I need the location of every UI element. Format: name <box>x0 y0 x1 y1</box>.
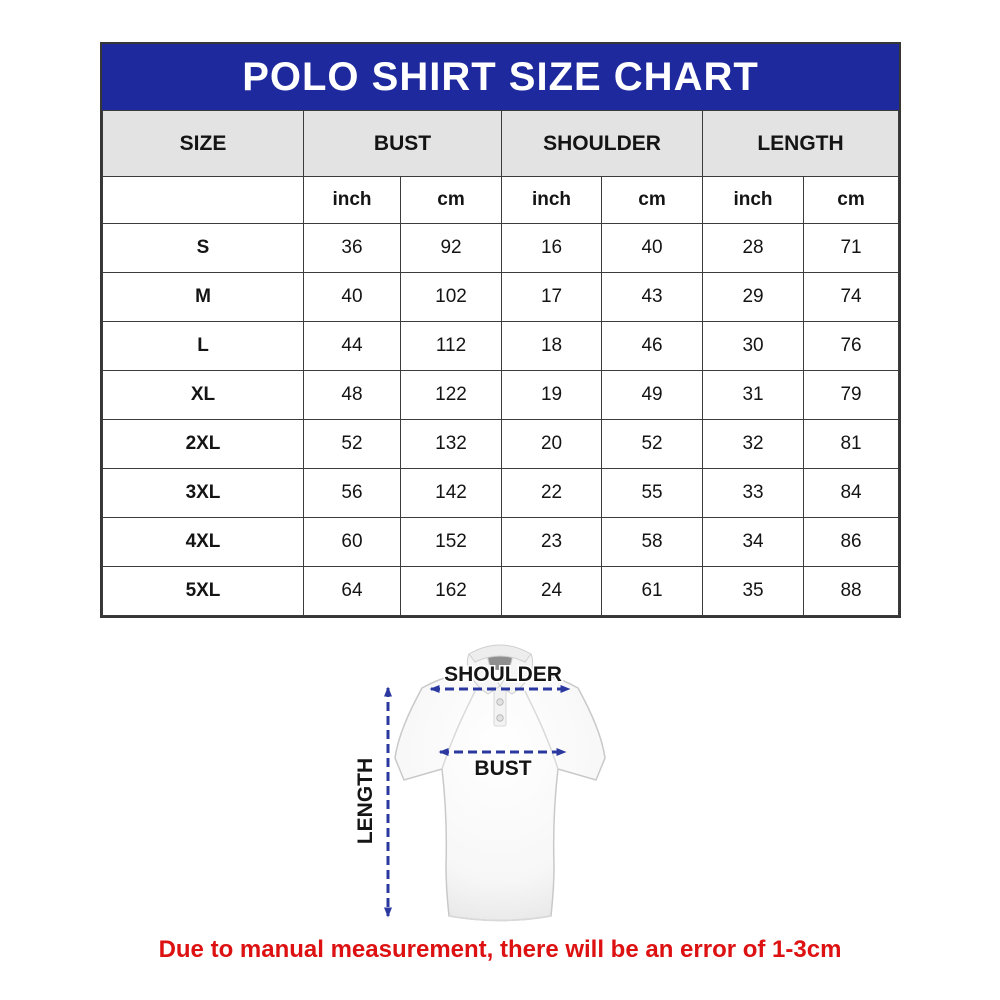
measurement-diagram: SHOULDER BUST LENGTH <box>355 644 606 922</box>
size-label: 2XL <box>102 419 304 469</box>
bust-inch-cell: 52 <box>303 419 401 469</box>
size-label: L <box>102 321 304 371</box>
measurement-arrows <box>384 685 571 918</box>
bust-cm-cell: 142 <box>399 468 503 518</box>
length-inch-cell: 33 <box>702 468 805 518</box>
table-row: 5XL 64 162 24 61 35 88 <box>102 566 899 616</box>
unit-header: cm <box>399 176 503 224</box>
size-label: S <box>102 223 304 273</box>
col-header-shoulder: SHOULDER <box>501 110 704 177</box>
table-row: S 36 92 16 40 28 71 <box>102 223 899 273</box>
length-label: LENGTH <box>355 758 377 844</box>
table-row: 2XL 52 132 20 52 32 81 <box>102 419 899 469</box>
size-label: M <box>102 272 304 322</box>
size-label: 3XL <box>102 468 304 518</box>
unit-header: inch <box>702 176 805 224</box>
shoulder-cm-cell: 46 <box>601 321 704 371</box>
length-inch-cell: 28 <box>702 223 805 273</box>
shoulder-inch-cell: 16 <box>501 223 603 273</box>
table-row: XL 48 122 19 49 31 79 <box>102 370 899 420</box>
shoulder-inch-cell: 22 <box>501 468 603 518</box>
bust-inch-cell: 56 <box>303 468 401 518</box>
table-row: 4XL 60 152 23 58 34 86 <box>102 517 899 567</box>
bust-inch-cell: 40 <box>303 272 401 322</box>
shoulder-cm-cell: 49 <box>601 370 704 420</box>
bust-inch-cell: 36 <box>303 223 401 273</box>
measurements-table: SIZE BUST SHOULDER LENGTH inch cm inch c… <box>102 110 899 616</box>
shoulder-label: SHOULDER <box>444 663 562 686</box>
size-label: XL <box>102 370 304 420</box>
length-cm-cell: 74 <box>803 272 899 322</box>
size-label: 4XL <box>102 517 304 567</box>
size-label: 5XL <box>102 566 304 616</box>
length-cm-cell: 88 <box>803 566 899 616</box>
col-header-size: SIZE <box>102 110 304 177</box>
chart-title-bar: POLO SHIRT SIZE CHART <box>102 44 899 110</box>
length-inch-cell: 31 <box>702 370 805 420</box>
table-row: L 44 112 18 46 30 76 <box>102 321 899 371</box>
unit-header: inch <box>501 176 603 224</box>
bust-label: BUST <box>474 757 531 780</box>
table-row: M 40 102 17 43 29 74 <box>102 272 899 322</box>
length-inch-cell: 34 <box>702 517 805 567</box>
length-cm-cell: 81 <box>803 419 899 469</box>
polo-shirt-illustration <box>394 644 606 922</box>
shoulder-cm-cell: 40 <box>601 223 704 273</box>
length-cm-cell: 76 <box>803 321 899 371</box>
unit-header-empty <box>102 176 304 224</box>
shoulder-inch-cell: 19 <box>501 370 603 420</box>
shoulder-inch-cell: 24 <box>501 566 603 616</box>
shoulder-inch-cell: 17 <box>501 272 603 322</box>
size-chart-table: POLO SHIRT SIZE CHART SIZE BUST SHOULDER… <box>100 42 901 618</box>
shoulder-cm-cell: 61 <box>601 566 704 616</box>
length-inch-cell: 29 <box>702 272 805 322</box>
length-cm-cell: 79 <box>803 370 899 420</box>
bust-cm-cell: 102 <box>399 272 503 322</box>
category-header-row: SIZE BUST SHOULDER LENGTH <box>102 110 899 177</box>
bust-inch-cell: 64 <box>303 566 401 616</box>
bust-cm-cell: 92 <box>399 223 503 273</box>
bust-cm-cell: 152 <box>399 517 503 567</box>
bust-cm-cell: 112 <box>399 321 503 371</box>
bust-cm-cell: 162 <box>399 566 503 616</box>
unit-header: cm <box>601 176 704 224</box>
unit-header-row: inch cm inch cm inch cm <box>102 176 899 224</box>
col-header-bust: BUST <box>302 110 503 177</box>
bust-inch-cell: 48 <box>303 370 401 420</box>
length-inch-cell: 32 <box>702 419 805 469</box>
length-inch-cell: 30 <box>702 321 805 371</box>
shoulder-cm-cell: 58 <box>601 517 704 567</box>
shoulder-cm-cell: 55 <box>601 468 704 518</box>
bust-cm-cell: 132 <box>399 419 503 469</box>
bust-inch-cell: 60 <box>303 517 401 567</box>
table-row: 3XL 56 142 22 55 33 84 <box>102 468 899 518</box>
bust-cm-cell: 122 <box>399 370 503 420</box>
unit-header: inch <box>303 176 401 224</box>
length-cm-cell: 86 <box>803 517 899 567</box>
length-cm-cell: 71 <box>803 223 899 273</box>
length-inch-cell: 35 <box>702 566 805 616</box>
bust-inch-cell: 44 <box>303 321 401 371</box>
shoulder-cm-cell: 52 <box>601 419 704 469</box>
shoulder-inch-cell: 23 <box>501 517 603 567</box>
col-header-length: LENGTH <box>702 110 899 177</box>
length-cm-cell: 84 <box>803 468 899 518</box>
chart-title: POLO SHIRT SIZE CHART <box>242 54 759 99</box>
shoulder-cm-cell: 43 <box>601 272 704 322</box>
unit-header: cm <box>803 176 899 224</box>
shoulder-inch-cell: 20 <box>501 419 603 469</box>
measurement-note: Due to manual measurement, there will be… <box>158 936 842 963</box>
shoulder-inch-cell: 18 <box>501 321 603 371</box>
